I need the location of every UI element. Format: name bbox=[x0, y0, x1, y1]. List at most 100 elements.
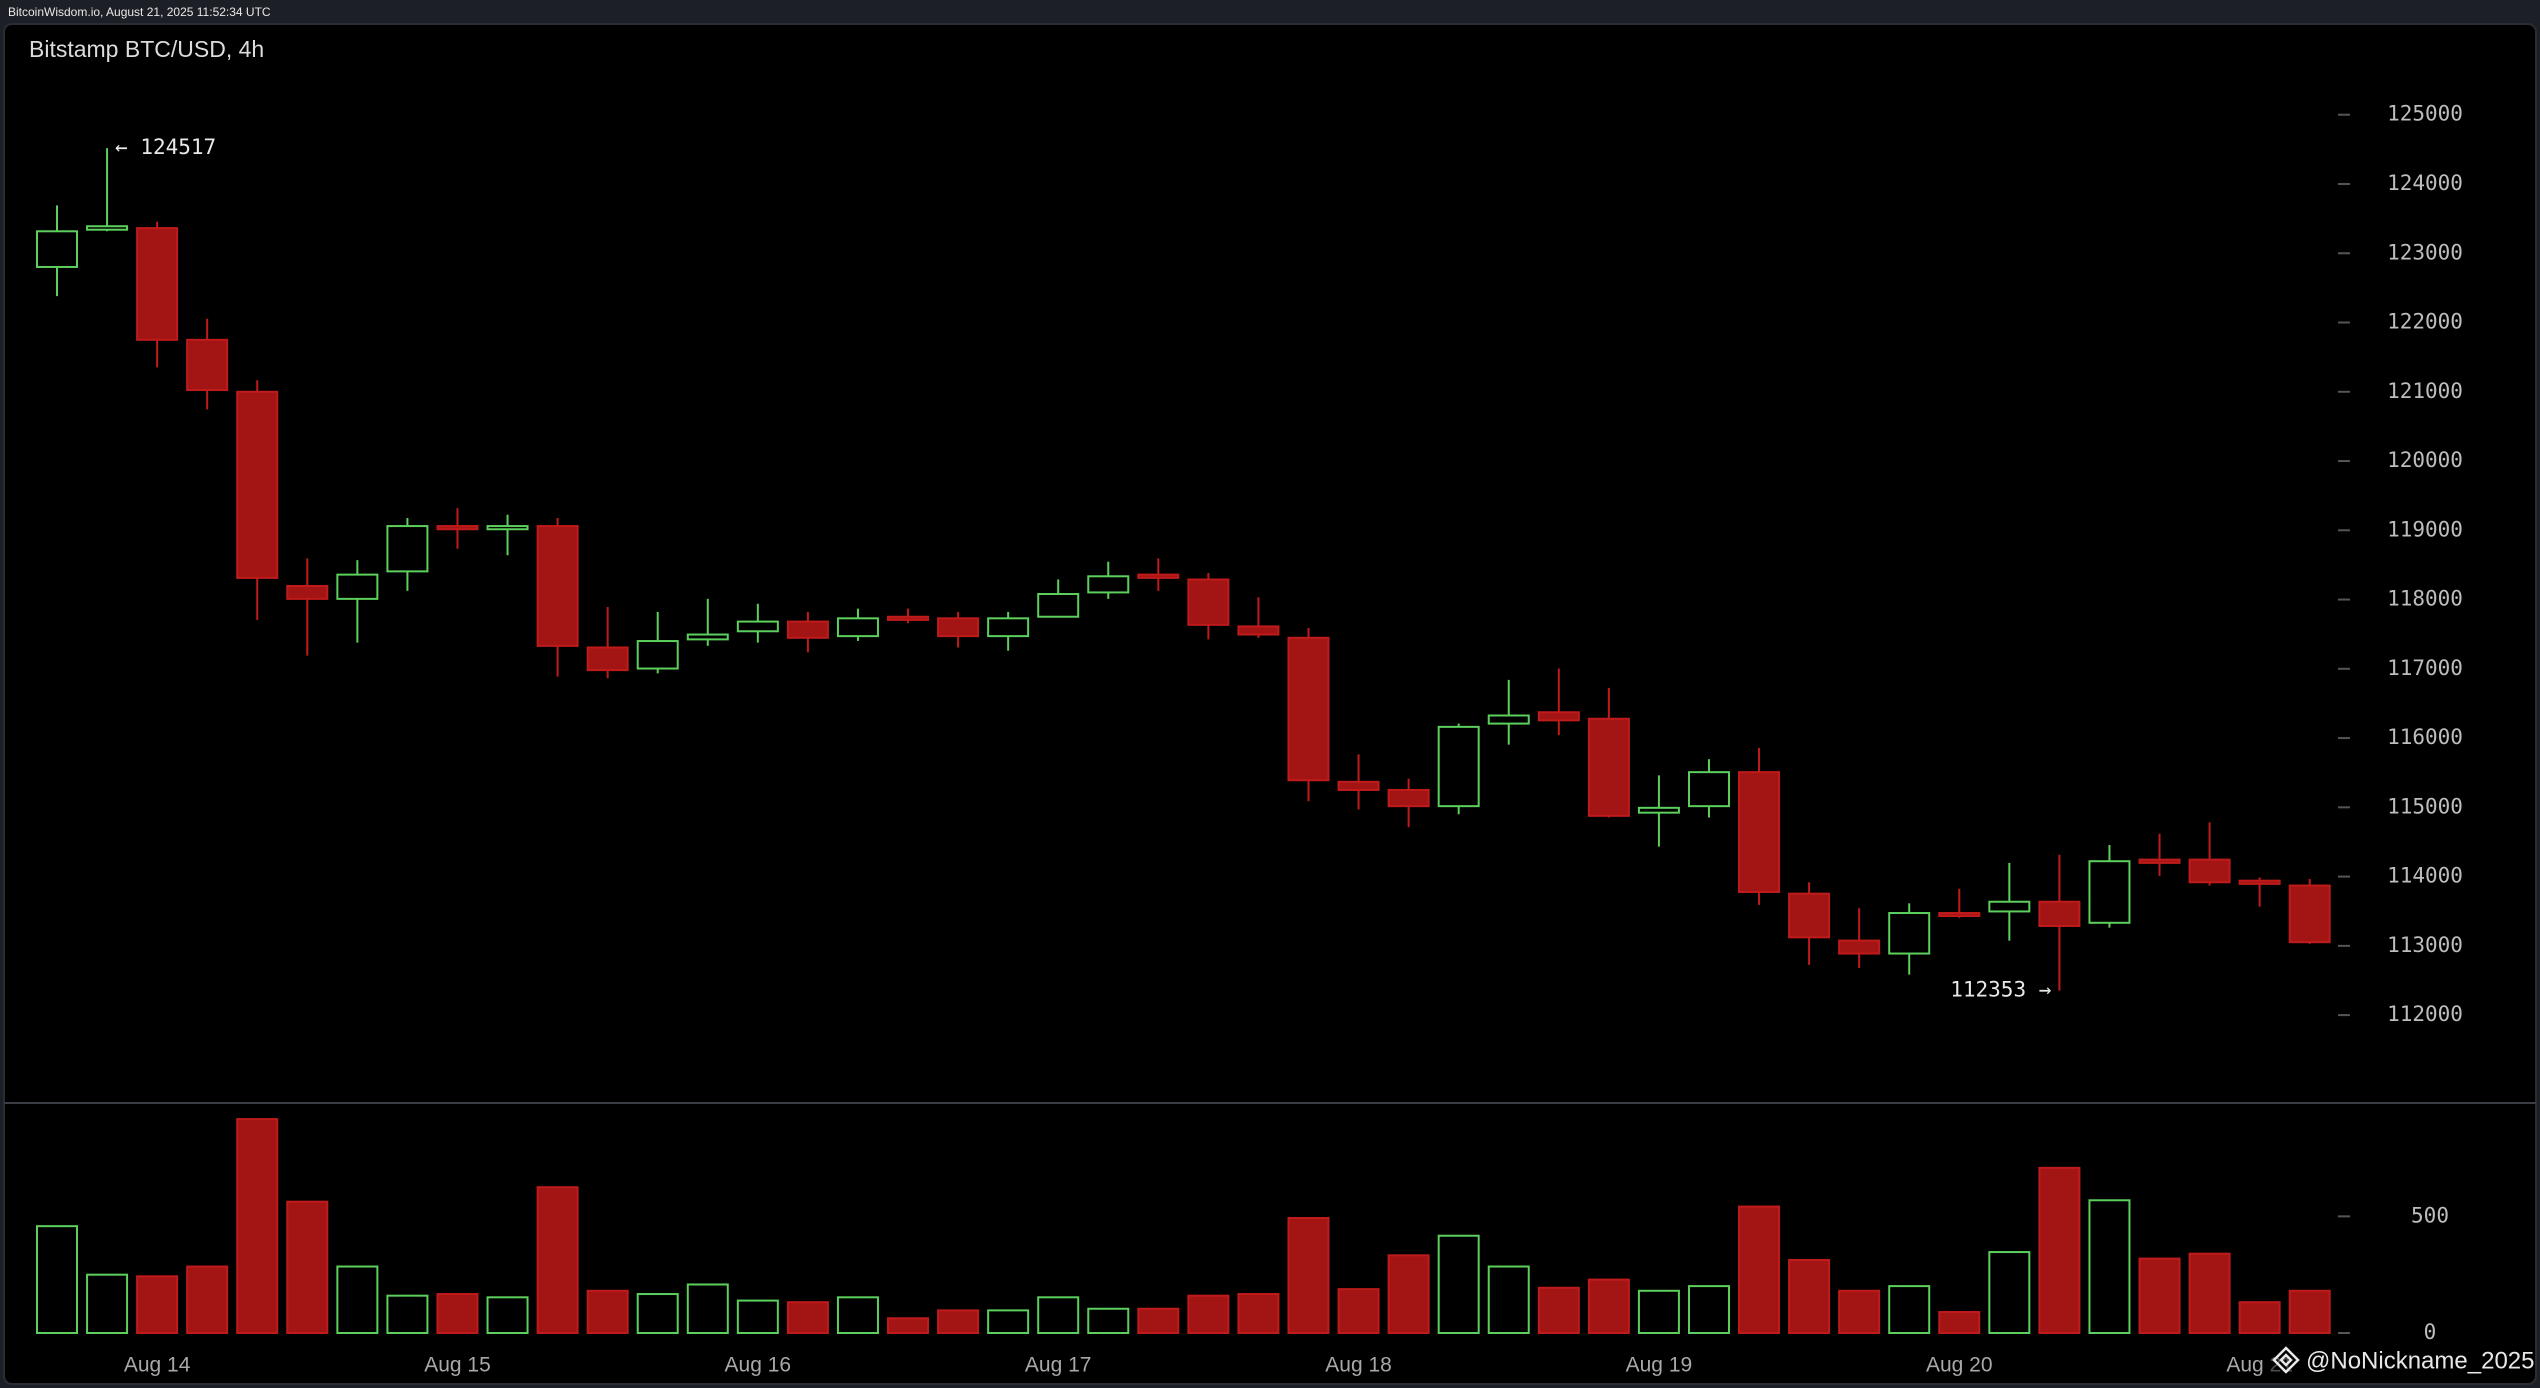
volume-bar bbox=[1387, 1254, 1430, 1334]
y-tick-label: 118000 bbox=[2387, 587, 2463, 611]
annotation-low: 112353 → bbox=[1950, 978, 2051, 1002]
volume-bar bbox=[186, 1265, 229, 1335]
volume-bar bbox=[1988, 1251, 2031, 1334]
x-tick-label: Aug 14 bbox=[124, 1354, 191, 1377]
volume-bar bbox=[1537, 1286, 1580, 1335]
watermark: @NoNickname_2025 bbox=[2268, 1340, 2534, 1380]
candle-body bbox=[1888, 912, 1931, 955]
volume-bar bbox=[937, 1309, 980, 1334]
volume-bar bbox=[1187, 1294, 1230, 1335]
candle-body bbox=[2288, 884, 2331, 944]
candle-body bbox=[1037, 593, 1080, 618]
volume-bar bbox=[536, 1186, 579, 1335]
header-bar bbox=[0, 0, 2540, 24]
candle-body bbox=[987, 617, 1030, 638]
volume-bar bbox=[86, 1273, 129, 1335]
candle-body bbox=[1187, 578, 1230, 626]
candle-body bbox=[887, 615, 930, 621]
volume-bar bbox=[1687, 1285, 1730, 1335]
volume-bar bbox=[1287, 1217, 1330, 1334]
x-tick-label: Aug 17 bbox=[1025, 1354, 1092, 1377]
volume-bar bbox=[2088, 1199, 2131, 1335]
candle-body bbox=[1587, 717, 1630, 817]
candle-body bbox=[386, 525, 429, 573]
volume-bar bbox=[2138, 1257, 2181, 1335]
candle-body bbox=[1137, 573, 1180, 579]
x-tick-label: Aug 15 bbox=[424, 1354, 491, 1377]
candle-body bbox=[2038, 900, 2081, 927]
candle-body bbox=[186, 338, 229, 392]
volume-bar bbox=[636, 1293, 679, 1335]
candle-body bbox=[586, 646, 629, 672]
candle-body bbox=[1838, 939, 1881, 955]
candle-body bbox=[636, 640, 679, 670]
chart-area bbox=[3, 23, 2537, 1385]
candle-body bbox=[1938, 912, 1981, 918]
volume-bar bbox=[1037, 1296, 1080, 1334]
candle-body bbox=[2138, 858, 2181, 864]
candle-body bbox=[1287, 636, 1330, 782]
y-tick-label: 122000 bbox=[2387, 310, 2463, 334]
y-tick-label: 112000 bbox=[2387, 1002, 2463, 1026]
candle-body bbox=[1487, 714, 1530, 725]
candle-body bbox=[1437, 725, 1480, 808]
volume-bar bbox=[1738, 1205, 1781, 1334]
volume-bar bbox=[1938, 1311, 1981, 1335]
volume-bar bbox=[36, 1225, 78, 1335]
candle-body bbox=[2188, 858, 2231, 884]
candle-body bbox=[2088, 860, 2131, 924]
volume-bar bbox=[686, 1283, 729, 1334]
candle-body bbox=[286, 584, 329, 600]
header-text: BitcoinWisdom.io, August 21, 2025 11:52:… bbox=[8, 5, 271, 19]
y-tick-label: 120000 bbox=[2387, 448, 2463, 472]
candle-body bbox=[86, 225, 129, 231]
x-tick-label: Aug 20 bbox=[1926, 1354, 1993, 1377]
candle-body bbox=[436, 525, 479, 531]
watermark-bg bbox=[2268, 1340, 2530, 1380]
candle-body bbox=[836, 617, 879, 638]
y-tick-label: 117000 bbox=[2387, 656, 2463, 680]
volume-bar bbox=[386, 1294, 429, 1335]
x-tick-label: Aug 19 bbox=[1626, 1354, 1693, 1377]
y-tick-label: 119000 bbox=[2387, 517, 2463, 541]
volume-bar bbox=[1337, 1288, 1380, 1334]
candle-body bbox=[486, 525, 529, 531]
volume-bar bbox=[336, 1265, 379, 1335]
candle-body bbox=[336, 573, 379, 600]
candle-body bbox=[1738, 771, 1781, 893]
x-tick-label: Aug 18 bbox=[1325, 1354, 1392, 1377]
volume-bar bbox=[1237, 1293, 1280, 1335]
volume-bar bbox=[1137, 1307, 1180, 1334]
candle-body bbox=[36, 230, 78, 268]
volume-bar bbox=[2238, 1301, 2281, 1335]
candle-body bbox=[536, 525, 579, 647]
candle-body bbox=[1687, 771, 1730, 808]
volume-bar bbox=[1788, 1258, 1831, 1334]
candle-body bbox=[736, 620, 779, 633]
volume-bar bbox=[736, 1299, 779, 1334]
y-tick-label: 113000 bbox=[2387, 933, 2463, 957]
y-tick-label: 116000 bbox=[2387, 725, 2463, 749]
volume-bar bbox=[236, 1118, 279, 1334]
y-tick-label: 124000 bbox=[2387, 171, 2463, 195]
candle-body bbox=[236, 390, 279, 579]
volume-bar bbox=[2038, 1166, 2081, 1335]
candle-body bbox=[1637, 806, 1680, 814]
y-tick-label: 0 bbox=[2424, 1320, 2437, 1344]
volume-bar bbox=[1487, 1265, 1530, 1335]
y-tick-label: 123000 bbox=[2387, 240, 2463, 264]
volume-bar bbox=[786, 1301, 829, 1335]
annotation-high: ← 124517 bbox=[115, 135, 216, 159]
chart-title: Bitstamp BTC/USD, 4h bbox=[29, 36, 264, 62]
volume-bar bbox=[586, 1289, 629, 1335]
volume-bar bbox=[2188, 1252, 2231, 1335]
candle-body bbox=[1337, 780, 1380, 791]
candle-body bbox=[2238, 879, 2281, 885]
volume-bar bbox=[2288, 1289, 2331, 1335]
candle-body bbox=[786, 620, 829, 639]
y-tick-label: 125000 bbox=[2387, 102, 2463, 126]
candle-body bbox=[136, 227, 179, 341]
candle-body bbox=[1988, 900, 2031, 913]
volume-bar bbox=[987, 1309, 1030, 1334]
